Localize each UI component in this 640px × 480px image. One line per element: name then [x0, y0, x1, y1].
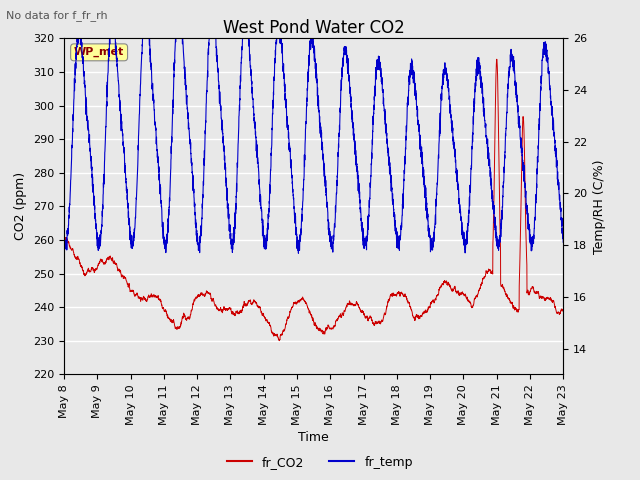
fr_temp — [512, 83, 520, 88]
fr_CO2 — [493, 56, 500, 62]
fr_temp — [200, 182, 207, 188]
fr_temp — [167, 156, 175, 162]
fr_CO2 — [60, 235, 68, 240]
fr_CO2 — [559, 306, 567, 312]
fr_temp — [371, 83, 379, 89]
fr_temp — [294, 251, 302, 256]
fr_CO2 — [371, 321, 378, 326]
fr_CO2 — [200, 291, 207, 297]
Legend: fr_CO2, fr_temp: fr_CO2, fr_temp — [222, 451, 418, 474]
fr_temp — [559, 240, 567, 245]
fr_temp — [60, 230, 68, 236]
fr_CO2 — [362, 313, 370, 319]
fr_temp — [559, 231, 567, 237]
Text: No data for f_fr_rh: No data for f_fr_rh — [6, 10, 108, 21]
Line: fr_CO2: fr_CO2 — [64, 59, 563, 341]
fr_CO2 — [559, 306, 567, 312]
fr_temp — [74, 36, 81, 41]
fr_CO2 — [512, 307, 520, 312]
Text: WP_met: WP_met — [74, 47, 124, 58]
Y-axis label: Temp/RH (C/%): Temp/RH (C/%) — [593, 159, 605, 253]
fr_temp — [362, 240, 370, 246]
Y-axis label: CO2 (ppm): CO2 (ppm) — [15, 172, 28, 240]
X-axis label: Time: Time — [298, 431, 329, 444]
fr_CO2 — [276, 338, 284, 344]
fr_CO2 — [167, 317, 175, 323]
Line: fr_temp: fr_temp — [64, 38, 563, 253]
Title: West Pond Water CO2: West Pond Water CO2 — [223, 19, 404, 37]
